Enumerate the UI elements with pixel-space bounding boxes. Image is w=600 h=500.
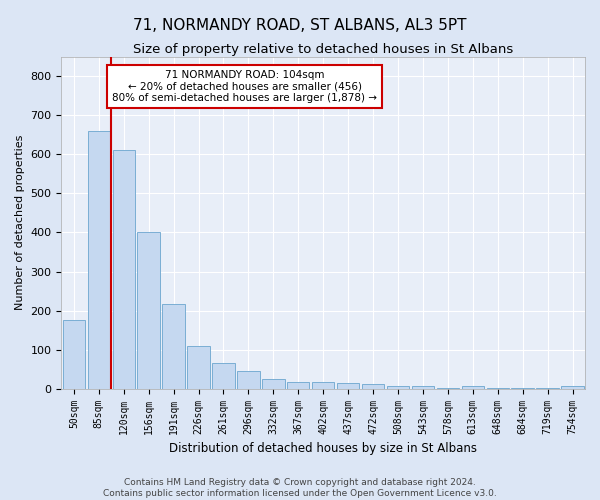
Bar: [237, 371, 260, 388]
Bar: [88, 131, 110, 388]
Bar: [412, 386, 434, 388]
Bar: [362, 384, 384, 388]
Text: 71, NORMANDY ROAD, ST ALBANS, AL3 5PT: 71, NORMANDY ROAD, ST ALBANS, AL3 5PT: [133, 18, 467, 32]
Y-axis label: Number of detached properties: Number of detached properties: [15, 135, 25, 310]
Bar: [62, 320, 85, 388]
Bar: [461, 386, 484, 388]
Bar: [163, 304, 185, 388]
Bar: [312, 382, 334, 388]
Bar: [212, 364, 235, 388]
Text: 71 NORMANDY ROAD: 104sqm
← 20% of detached houses are smaller (456)
80% of semi-: 71 NORMANDY ROAD: 104sqm ← 20% of detach…: [112, 70, 377, 103]
Bar: [113, 150, 135, 388]
Text: Contains HM Land Registry data © Crown copyright and database right 2024.
Contai: Contains HM Land Registry data © Crown c…: [103, 478, 497, 498]
Bar: [262, 379, 284, 388]
Bar: [562, 386, 584, 388]
Bar: [337, 383, 359, 388]
Bar: [137, 232, 160, 388]
X-axis label: Distribution of detached houses by size in St Albans: Distribution of detached houses by size …: [169, 442, 477, 455]
Bar: [387, 386, 409, 388]
Title: Size of property relative to detached houses in St Albans: Size of property relative to detached ho…: [133, 42, 514, 56]
Bar: [287, 382, 310, 388]
Bar: [187, 346, 210, 389]
